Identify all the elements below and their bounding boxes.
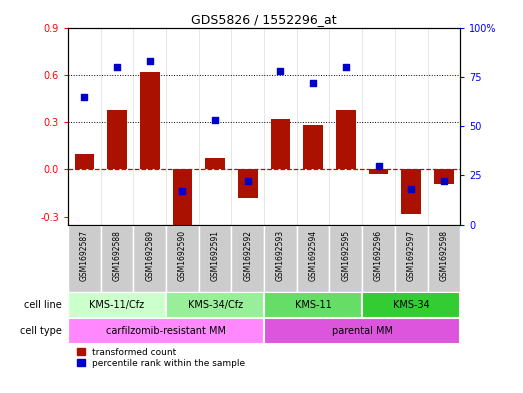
Bar bbox=[264, 318, 460, 344]
Text: KMS-11: KMS-11 bbox=[295, 300, 332, 310]
Bar bbox=[238, 169, 257, 198]
Bar bbox=[68, 225, 100, 292]
Point bbox=[407, 186, 415, 192]
Bar bbox=[362, 292, 460, 318]
Text: GSM1692595: GSM1692595 bbox=[342, 230, 350, 281]
Point bbox=[244, 178, 252, 184]
Point bbox=[145, 58, 154, 64]
Bar bbox=[199, 225, 231, 292]
Text: parental MM: parental MM bbox=[332, 326, 393, 336]
Text: carfilzomib-resistant MM: carfilzomib-resistant MM bbox=[106, 326, 226, 336]
Bar bbox=[166, 225, 199, 292]
Text: GSM1692593: GSM1692593 bbox=[276, 230, 285, 281]
Point bbox=[113, 64, 121, 70]
Bar bbox=[264, 292, 362, 318]
Bar bbox=[271, 119, 290, 169]
Point bbox=[342, 64, 350, 70]
Point bbox=[440, 178, 448, 184]
Point bbox=[211, 117, 219, 123]
Text: GSM1692596: GSM1692596 bbox=[374, 230, 383, 281]
Bar bbox=[206, 158, 225, 169]
Bar bbox=[264, 225, 297, 292]
Text: GSM1692587: GSM1692587 bbox=[80, 230, 89, 281]
Text: KMS-11/Cfz: KMS-11/Cfz bbox=[89, 300, 144, 310]
Bar bbox=[68, 292, 166, 318]
Bar bbox=[173, 169, 192, 225]
Text: GSM1692594: GSM1692594 bbox=[309, 230, 317, 281]
Bar bbox=[303, 125, 323, 169]
Title: GDS5826 / 1552296_at: GDS5826 / 1552296_at bbox=[191, 13, 337, 26]
Point bbox=[374, 162, 383, 169]
Bar bbox=[434, 169, 453, 184]
Bar bbox=[107, 110, 127, 169]
Point bbox=[80, 94, 88, 100]
Bar bbox=[133, 225, 166, 292]
Text: GSM1692598: GSM1692598 bbox=[439, 230, 448, 281]
Text: GSM1692590: GSM1692590 bbox=[178, 230, 187, 281]
Text: GSM1692588: GSM1692588 bbox=[112, 230, 121, 281]
Bar bbox=[402, 169, 421, 214]
Text: GSM1692592: GSM1692592 bbox=[243, 230, 252, 281]
Text: GSM1692597: GSM1692597 bbox=[407, 230, 416, 281]
Text: KMS-34/Cfz: KMS-34/Cfz bbox=[188, 300, 243, 310]
Text: cell type: cell type bbox=[19, 326, 62, 336]
Point bbox=[276, 68, 285, 74]
Bar bbox=[336, 110, 356, 169]
Text: GSM1692589: GSM1692589 bbox=[145, 230, 154, 281]
Bar bbox=[140, 72, 160, 169]
Text: KMS-34: KMS-34 bbox=[393, 300, 429, 310]
Point bbox=[178, 188, 187, 194]
Bar bbox=[74, 154, 94, 169]
Bar bbox=[231, 225, 264, 292]
Text: cell line: cell line bbox=[24, 300, 62, 310]
Bar bbox=[362, 225, 395, 292]
Bar bbox=[428, 225, 460, 292]
Bar bbox=[395, 225, 428, 292]
Legend: transformed count, percentile rank within the sample: transformed count, percentile rank withi… bbox=[76, 347, 246, 369]
Bar bbox=[369, 169, 388, 174]
Bar bbox=[166, 292, 264, 318]
Bar bbox=[68, 318, 264, 344]
Point bbox=[309, 79, 317, 86]
Bar bbox=[100, 225, 133, 292]
Text: GSM1692591: GSM1692591 bbox=[211, 230, 220, 281]
Bar bbox=[297, 225, 329, 292]
Bar bbox=[329, 225, 362, 292]
